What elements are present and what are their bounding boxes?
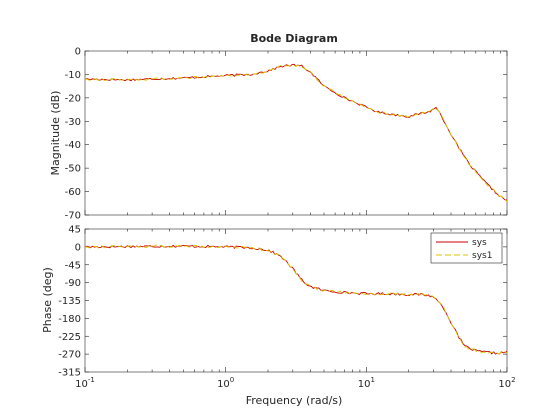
magnitude-axes: 0 -10 -20 -30 -40 -50 -60 -70	[65, 47, 508, 222]
phase-ytick-label: -90	[65, 278, 81, 289]
phase-ytick-label: -180	[58, 314, 81, 325]
phase-series-sys1	[84, 244, 508, 355]
magnitude-ytick-label: 0	[75, 47, 81, 58]
x-tick-label: 10-1	[75, 376, 95, 390]
x-tick-label: 100	[217, 376, 234, 390]
magnitude-ytick-label: -60	[65, 187, 81, 198]
legend-box	[430, 232, 503, 264]
phase-ytick-label: 0	[75, 242, 81, 253]
phase-ytick-label: -135	[58, 296, 81, 307]
magnitude-y-label: Magnitude (dB)	[49, 91, 62, 176]
magnitude-plot-box	[84, 50, 508, 216]
magnitude-ytick-label: -20	[65, 93, 81, 104]
phase-ytick-label: -45	[65, 260, 81, 271]
magnitude-ytick-label: -50	[65, 164, 81, 175]
phase-ytick-label: -225	[58, 332, 81, 343]
magnitude-ytick-label: -30	[65, 117, 81, 128]
magnitude-ytick-label: -70	[65, 211, 81, 222]
x-tick-label: 102	[498, 376, 515, 390]
legend-label-sys1: sys1	[472, 251, 492, 261]
phase-ytick-label: 45	[68, 225, 81, 236]
legend-label-sys: sys	[472, 238, 487, 248]
magnitude-ytick-label: -40	[65, 140, 81, 151]
phase-ytick-label: -315	[58, 368, 81, 379]
legend: sys sys1	[430, 232, 503, 264]
magnitude-ytick-label: -10	[65, 70, 81, 81]
chart-title: Bode Diagram	[250, 32, 338, 45]
phase-y-label: Phase (deg)	[41, 267, 54, 333]
phase-ytick-label: -270	[58, 350, 81, 361]
x-axis-label: Frequency (rad/s)	[246, 394, 343, 407]
x-tick-label: 101	[358, 376, 375, 390]
magnitude-series-sys1	[84, 64, 508, 203]
